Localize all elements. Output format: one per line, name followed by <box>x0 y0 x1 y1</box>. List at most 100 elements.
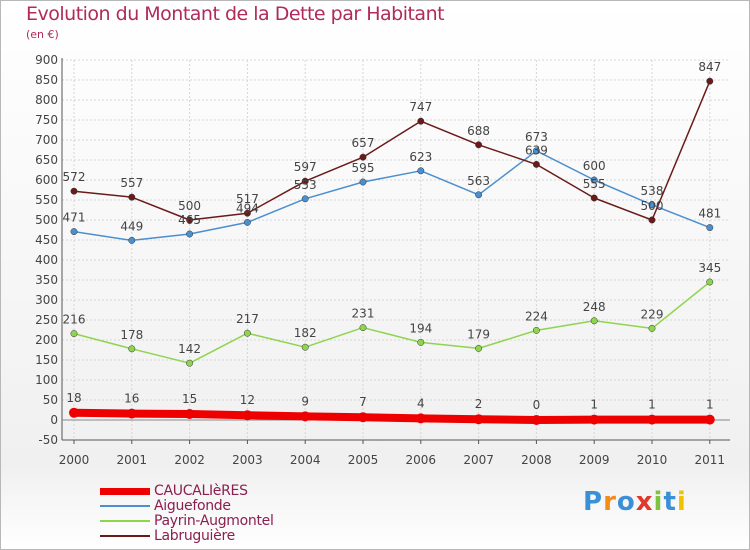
data-label: 1 <box>706 398 714 412</box>
logo-letter: r <box>603 487 617 517</box>
y-tick-label: 0 <box>50 413 58 427</box>
data-label: 449 <box>120 219 143 233</box>
data-point <box>359 153 367 161</box>
data-point <box>69 407 79 418</box>
data-point <box>647 414 657 425</box>
data-point <box>301 177 309 185</box>
data-label: 500 <box>641 199 664 213</box>
legend-label-labruguiere: Labruguière <box>154 528 235 544</box>
data-point <box>186 359 194 367</box>
series-line-3 <box>73 80 711 221</box>
data-label: 345 <box>698 261 721 275</box>
data-label: 538 <box>641 184 664 198</box>
logo-letter: P <box>583 487 604 517</box>
data-point <box>590 317 598 325</box>
y-tick-label: 750 <box>35 113 58 127</box>
data-label: 563 <box>467 174 490 188</box>
data-label: 847 <box>698 60 721 74</box>
data-point <box>648 201 656 209</box>
y-tick-label: 550 <box>35 193 58 207</box>
legend-swatch-caucalieres <box>100 488 150 495</box>
data-point <box>126 408 137 419</box>
y-tick-label: 650 <box>35 153 58 167</box>
data-label: 9 <box>301 394 309 408</box>
logo-letter: t <box>663 487 677 517</box>
data-label: 194 <box>409 321 432 335</box>
legend-swatch-labruguiere <box>100 535 150 537</box>
data-label: 595 <box>352 161 375 175</box>
data-label: 4 <box>417 396 425 410</box>
data-label: 555 <box>583 177 606 191</box>
data-point <box>186 230 194 238</box>
data-point <box>243 218 251 226</box>
data-point <box>532 160 540 168</box>
y-tick-label: 700 <box>35 133 58 147</box>
data-label: 465 <box>178 213 201 227</box>
series-line-2 <box>73 281 711 364</box>
x-tick-label: 2003 <box>232 453 263 467</box>
data-label: 600 <box>583 159 606 173</box>
data-label: 142 <box>178 342 201 356</box>
data-point <box>301 343 309 351</box>
data-label: 673 <box>525 130 548 144</box>
data-label: 557 <box>120 176 143 190</box>
logo-letter: x <box>635 487 654 517</box>
data-label: 248 <box>583 300 606 314</box>
data-point <box>417 167 425 175</box>
data-label: 623 <box>409 150 432 164</box>
y-tick-label: 850 <box>35 73 58 87</box>
y-tick-label: 400 <box>35 253 58 267</box>
x-tick-label: 2002 <box>174 453 205 467</box>
data-label: 500 <box>178 199 201 213</box>
y-tick-label: 500 <box>35 213 58 227</box>
data-label: 15 <box>182 392 197 406</box>
data-point <box>532 147 540 155</box>
data-label: 639 <box>525 143 548 157</box>
data-label: 572 <box>63 170 86 184</box>
data-label: 7 <box>359 395 367 409</box>
data-point <box>417 338 425 346</box>
x-tick-label: 2008 <box>521 453 552 467</box>
legend-label-caucalieres: CAUCALIèRES <box>154 483 248 499</box>
data-label: 597 <box>294 160 317 174</box>
data-point <box>415 413 426 424</box>
data-point <box>706 278 714 286</box>
data-point <box>128 236 136 244</box>
data-point <box>589 414 600 425</box>
data-label: 12 <box>240 393 255 407</box>
y-tick-label: 600 <box>35 173 58 187</box>
data-label: 481 <box>698 207 721 221</box>
data-point <box>473 414 484 425</box>
data-label: 553 <box>294 178 317 192</box>
y-tick-label: 250 <box>35 313 58 327</box>
proxiti-logo: Proxiti <box>583 487 687 517</box>
x-tick-label: 2005 <box>348 453 379 467</box>
data-label: 182 <box>294 326 317 340</box>
y-tick-label: 350 <box>35 273 58 287</box>
data-point <box>475 191 483 199</box>
data-label: 216 <box>63 313 86 327</box>
data-point <box>417 117 425 125</box>
data-point <box>359 324 367 332</box>
legend-swatch-payrin-augmontel <box>100 520 150 522</box>
data-label: 217 <box>236 312 259 326</box>
y-tick-label: -50 <box>38 433 58 447</box>
data-point <box>532 326 540 334</box>
data-label: 2 <box>475 397 483 411</box>
data-point <box>648 216 656 224</box>
y-tick-label: 100 <box>35 373 58 387</box>
legend-swatch-aiguefonde <box>100 505 150 507</box>
legend-label-payrin-augmontel: Payrin-Augmontel <box>154 513 274 529</box>
series-line-1 <box>73 150 711 242</box>
chart-subtitle: (en €) <box>26 28 59 41</box>
chart-title: Evolution du Montant de la Dette par Hab… <box>26 3 445 25</box>
y-tick-label: 50 <box>43 393 58 407</box>
logo-letter: o <box>616 487 636 517</box>
data-point <box>531 415 542 425</box>
x-tick-label: 2000 <box>59 453 90 467</box>
data-point <box>184 409 195 419</box>
data-point <box>590 194 598 202</box>
data-label: 179 <box>467 327 490 341</box>
